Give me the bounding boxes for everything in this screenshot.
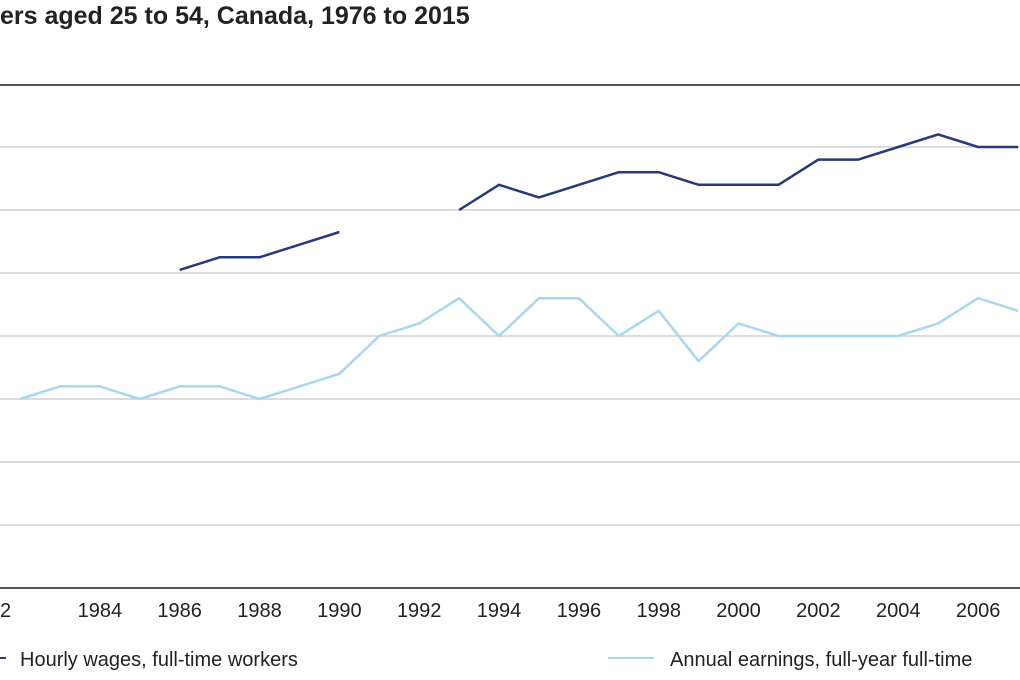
series-line-0-segment-0 — [179, 230, 340, 272]
x-tick-label: 1986 — [157, 600, 202, 622]
x-tick-label: 1984 — [78, 600, 123, 622]
series-line-0-segment-1 — [458, 133, 1018, 212]
series-line-1-segment-0 — [19, 296, 1019, 401]
x-tick-label: 1994 — [477, 600, 522, 622]
x-tick-label: 2006 — [956, 600, 1001, 622]
x-tick-label: 2000 — [716, 600, 761, 622]
x-tick-label: 1998 — [636, 600, 681, 622]
x-axis-ticks: 2 1984 1986 1988 1990 1992 1994 1996 1998 2000 200… — [0, 600, 1000, 622]
grid-layer — [0, 84, 1020, 589]
x-tick-label: 1990 — [317, 600, 362, 622]
x-tick-label: 2 — [0, 600, 11, 622]
x-tick-label: 2002 — [796, 600, 841, 622]
legend-label-hourly-wages: Hourly wages, full-time workers — [20, 649, 298, 671]
series-layer — [19, 133, 1019, 401]
legend-label-annual-earnings: Annual earnings, full-year full-time — [670, 649, 972, 671]
x-tick-label: 1992 — [397, 600, 442, 622]
x-tick-label: 2004 — [876, 600, 921, 622]
chart-title: ers aged 25 to 54, Canada, 1976 to 2015 — [0, 2, 470, 30]
legend: Hourly wages, full-time workers Annual e… — [0, 649, 972, 671]
x-tick-label: 1988 — [237, 600, 282, 622]
x-tick-label: 1996 — [557, 600, 602, 622]
